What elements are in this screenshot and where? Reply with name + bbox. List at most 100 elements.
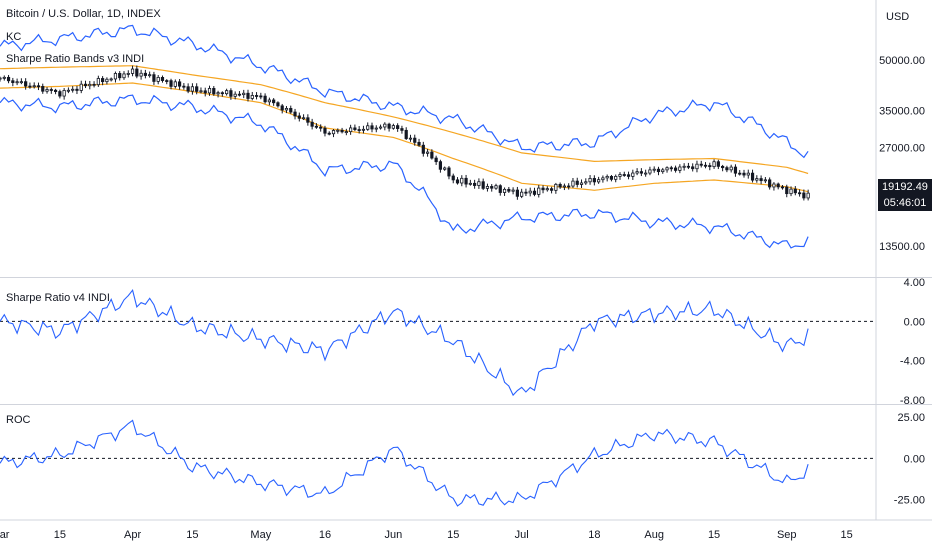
roc-line — [0, 419, 809, 507]
candle-body — [669, 167, 673, 170]
candle-body — [357, 129, 361, 131]
candle — [626, 171, 631, 180]
candle-body — [109, 78, 113, 81]
candle-body — [340, 129, 344, 133]
candle-body — [733, 166, 738, 174]
candle — [396, 123, 400, 132]
time-tick-label: 15 — [54, 529, 66, 541]
candle — [434, 155, 438, 165]
candle-body — [186, 86, 190, 92]
candle-body — [656, 168, 661, 173]
candle-body — [609, 176, 614, 180]
candle-body — [301, 117, 306, 120]
candle-body — [195, 86, 199, 92]
indicator-label-bands[interactable]: Sharpe Ratio Bands v3 INDI — [6, 53, 145, 65]
candle-body — [400, 128, 404, 131]
candle — [703, 162, 708, 169]
candle — [237, 91, 242, 97]
candle — [575, 177, 579, 188]
candle — [644, 169, 648, 177]
candle-body — [776, 183, 780, 188]
candle — [562, 183, 567, 191]
candle — [421, 141, 425, 157]
candle-body — [49, 89, 53, 91]
candle — [319, 124, 323, 132]
price-tick-label: 27000.00 — [879, 143, 925, 155]
candle-body — [601, 177, 605, 181]
candle — [212, 86, 216, 96]
sharpe-tick-label: -4.00 — [900, 356, 925, 368]
candle — [451, 173, 455, 184]
candle — [588, 175, 592, 185]
candle-body — [554, 183, 558, 191]
candle-body — [254, 95, 259, 97]
candle-body — [545, 188, 549, 191]
candle — [254, 92, 259, 100]
candle-body — [310, 121, 314, 127]
candle — [220, 91, 224, 97]
candle — [661, 167, 665, 174]
roc-pane-label[interactable]: ROC — [6, 414, 31, 426]
candle — [242, 89, 246, 99]
sharpe-pane-label[interactable]: Sharpe Ratio v4 INDI — [6, 292, 110, 304]
candle-body — [280, 105, 284, 111]
candle — [169, 78, 173, 90]
candle-body — [605, 176, 609, 179]
candle-body — [272, 99, 276, 104]
candle — [301, 114, 306, 121]
currency-label: USD — [886, 11, 910, 23]
candle — [635, 168, 639, 176]
candle — [101, 76, 105, 86]
candle-body — [45, 89, 49, 92]
candle-body — [421, 144, 425, 154]
candle-body — [75, 88, 79, 91]
candle — [357, 126, 361, 134]
candle — [785, 184, 789, 198]
candle — [571, 177, 575, 188]
candle-body — [2, 76, 6, 79]
candle-body — [532, 190, 537, 195]
candle — [425, 148, 430, 157]
candle-body — [199, 90, 203, 93]
candle-body — [738, 172, 742, 175]
candle-body — [366, 125, 370, 130]
candle — [656, 166, 661, 176]
candle-body — [460, 177, 464, 184]
candle — [199, 87, 203, 94]
candle-body — [661, 169, 665, 173]
candle — [96, 75, 100, 87]
candle-body — [558, 183, 562, 188]
candle — [639, 168, 643, 177]
candle — [729, 164, 733, 173]
candle — [83, 80, 88, 89]
candle — [58, 89, 62, 99]
candle-body — [780, 186, 785, 189]
candle — [160, 75, 165, 83]
sharpe-ratio-pane — [0, 288, 876, 397]
candle-body — [88, 83, 92, 87]
candle — [79, 80, 83, 94]
candle — [567, 183, 571, 190]
candle — [366, 122, 370, 131]
candle — [430, 149, 434, 160]
candle — [404, 127, 408, 141]
candle — [579, 179, 584, 188]
roc-tick-label: -25.00 — [894, 495, 925, 507]
candle-body — [447, 167, 451, 177]
candle — [614, 174, 618, 183]
candle-body — [135, 68, 139, 77]
candle-body — [53, 89, 58, 92]
last-price-tag: 19192.49 — [878, 179, 932, 195]
candle — [32, 82, 36, 89]
candle — [473, 179, 477, 189]
candle — [772, 182, 776, 191]
candle-body — [451, 175, 455, 181]
candle-body — [32, 85, 36, 88]
candle — [349, 124, 353, 135]
candle — [195, 83, 199, 95]
candle — [130, 65, 135, 77]
indicator-label-kc[interactable]: KC — [6, 31, 22, 43]
candle-body — [408, 137, 413, 140]
candle-body — [220, 92, 224, 95]
